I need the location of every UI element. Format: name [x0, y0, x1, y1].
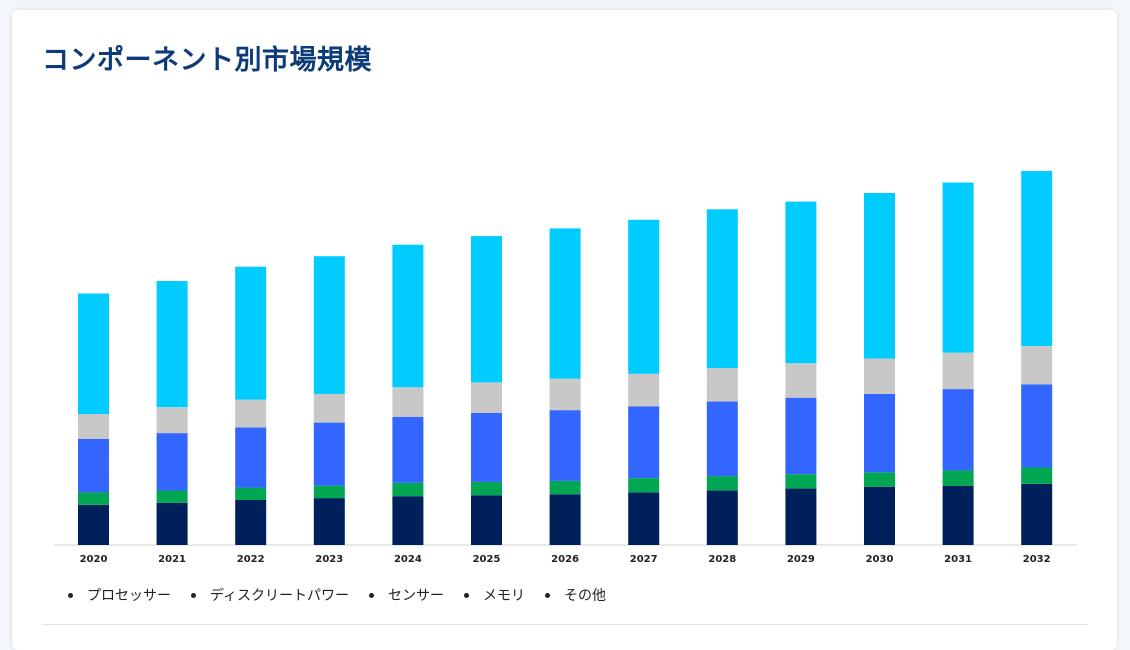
bar-2020-series-2 [78, 438, 109, 493]
x-tick-label: 2022 [237, 554, 265, 565]
x-tick-label: 2031 [944, 554, 972, 565]
bar-2026-series-1 [549, 480, 581, 495]
bar-2030-series-0 [864, 486, 895, 545]
x-tick-label: 2029 [787, 554, 815, 565]
x-tick-label: 2030 [866, 554, 894, 565]
divider [42, 624, 1088, 625]
x-tick-label: 2023 [315, 554, 343, 565]
bar-2024-series-0 [392, 496, 424, 545]
legend-label: センサー [388, 588, 445, 604]
x-tick-label: 2028 [708, 554, 736, 565]
legend-label: プロセッサー [87, 588, 171, 604]
legend-label: メモリ [483, 588, 526, 604]
bar-2025-series-0 [471, 495, 502, 545]
bar-2023-series-1 [313, 485, 345, 499]
chart-card: コンポーネント別市場規模 2020 2021 2022 2023 2024 2025 202… [12, 10, 1117, 650]
bar-2032-series-1 [1021, 467, 1053, 484]
x-tick-label: 2024 [394, 554, 422, 565]
bar-2030-series-2 [864, 393, 895, 473]
bar-2021-series-3 [156, 407, 188, 434]
bar-2027-series-3 [628, 373, 660, 407]
bar-2020-series-3 [78, 414, 109, 439]
bar-2032-series-3 [1021, 346, 1053, 385]
bar-2023-series-0 [313, 498, 345, 545]
bar-2022-series-3 [235, 399, 267, 428]
bar-2022-series-0 [235, 500, 267, 545]
bar-2028-series-1 [706, 476, 738, 491]
legend-label: その他 [564, 588, 607, 604]
bar-2024-series-2 [392, 416, 424, 483]
bullet-icon [68, 592, 73, 598]
bar-2022-series-4 [235, 266, 267, 400]
bullet-icon [191, 592, 196, 598]
bar-2026-series-0 [549, 494, 581, 545]
bar-2031-series-3 [942, 352, 974, 390]
bar-2027-series-2 [628, 406, 660, 478]
bar-2022-series-1 [235, 487, 267, 500]
bar-2031-series-1 [942, 470, 974, 486]
bar-2029-series-0 [785, 488, 817, 545]
bar-2032-series-2 [1021, 384, 1053, 468]
bar-2020-series-0 [78, 504, 109, 545]
bar-2028-series-2 [706, 401, 738, 477]
bar-2025-series-2 [471, 413, 502, 482]
bar-2024-series-4 [392, 244, 424, 388]
bar-2023-series-2 [313, 422, 345, 486]
bullet-icon [545, 592, 551, 598]
bar-2021-series-2 [156, 433, 188, 491]
bar-2028-series-3 [706, 368, 738, 402]
bar-2029-series-3 [785, 363, 817, 398]
bar-2023-series-4 [313, 256, 345, 394]
bar-2025-series-3 [471, 382, 502, 413]
bar-2031-series-0 [942, 485, 974, 545]
bar-2022-series-2 [235, 427, 267, 488]
bar-2027-series-0 [628, 492, 660, 545]
bar-2030-series-3 [864, 358, 895, 394]
bar-2026-series-2 [549, 410, 581, 481]
bar-2029-series-1 [785, 474, 817, 489]
bar-2021-series-4 [156, 281, 188, 408]
bar-2025-series-4 [471, 236, 502, 383]
x-tick-label: 2027 [630, 554, 658, 565]
bullet-icon [464, 592, 470, 598]
legend-item: メモリ [464, 585, 525, 605]
x-tick-label: 2026 [551, 554, 579, 565]
bar-2028-series-0 [706, 490, 738, 545]
legend-item: その他 [545, 585, 606, 605]
bullet-icon [369, 592, 375, 598]
bar-2024-series-3 [392, 387, 424, 417]
legend-item: センサー [369, 585, 444, 605]
legend-label: ディスクリートパワー [210, 588, 350, 604]
bar-2029-series-2 [785, 397, 817, 475]
legend-item: ディスクリートパワー [191, 585, 349, 605]
bar-2024-series-1 [392, 482, 424, 497]
bar-2031-series-4 [942, 182, 974, 353]
x-tick-label: 2032 [1023, 554, 1051, 565]
x-tick-label: 2021 [158, 554, 186, 565]
legend: プロセッサー ディスクリートパワー センサー メモリ その他 [68, 585, 626, 605]
bar-2021-series-0 [156, 502, 188, 545]
bar-2026-series-4 [549, 228, 581, 379]
bar-2029-series-4 [785, 201, 817, 364]
bar-chart: 2020 2021 2022 2023 2024 2025 2026 2027 2028 2029… [54, 171, 1077, 565]
bar-2026-series-3 [549, 378, 581, 411]
bar-2030-series-4 [864, 193, 895, 359]
bar-2032-series-4 [1021, 171, 1053, 346]
bar-2028-series-4 [706, 209, 738, 369]
x-tick-label: 2025 [473, 554, 501, 565]
bar-2023-series-3 [313, 393, 345, 423]
bar-2025-series-1 [471, 481, 502, 496]
bar-2031-series-2 [942, 389, 974, 471]
bar-2032-series-0 [1021, 483, 1053, 545]
legend-item: プロセッサー [68, 585, 171, 605]
bar-2020-series-1 [78, 492, 109, 505]
bar-2027-series-1 [628, 478, 660, 493]
bar-2021-series-1 [156, 490, 188, 503]
bar-2020-series-4 [78, 293, 109, 414]
chart-title: コンポーネント別市場規模 [42, 45, 372, 76]
bar-2027-series-4 [628, 219, 660, 374]
bar-2030-series-1 [864, 472, 895, 487]
x-tick-label: 2020 [80, 554, 108, 565]
